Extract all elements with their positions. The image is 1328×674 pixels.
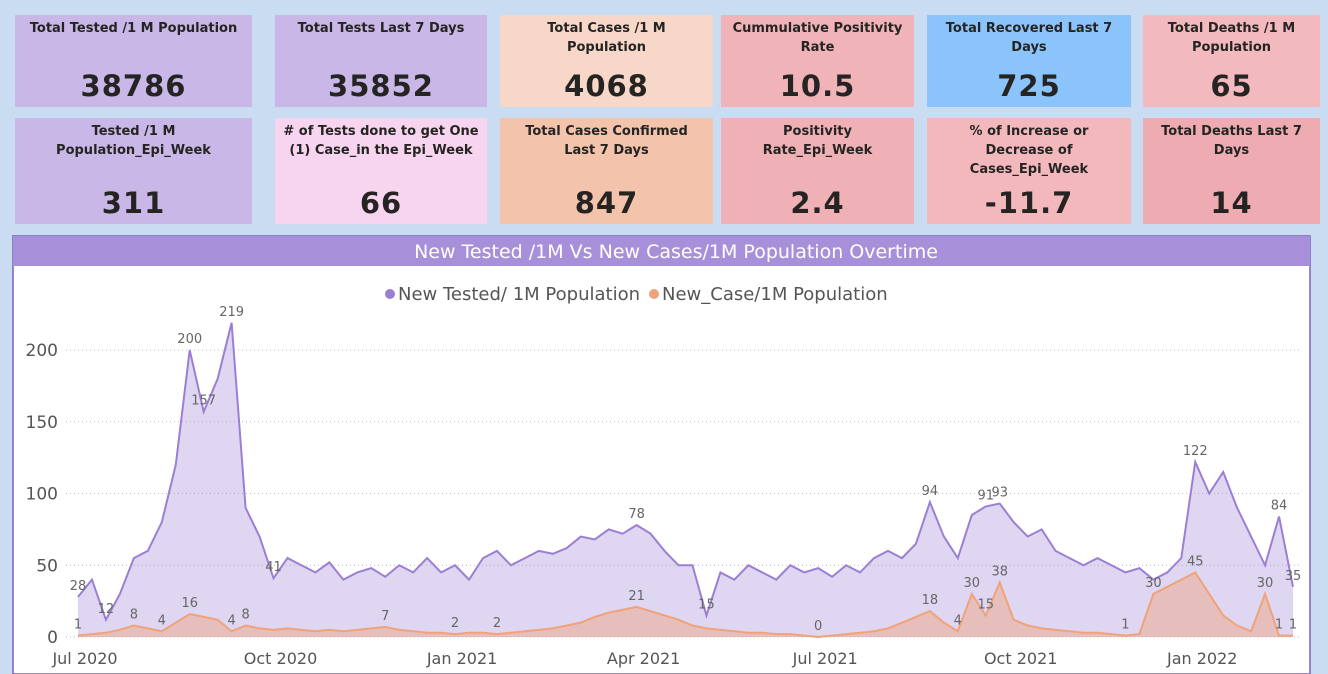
x-tick-label: Apr 2021: [607, 649, 680, 668]
data-label: 78: [628, 507, 645, 522]
x-tick-label: Oct 2020: [244, 649, 317, 668]
data-label: 28: [70, 579, 87, 594]
data-label: 0: [814, 619, 822, 634]
kpi-title: Cummulative Positivity Rate: [732, 21, 903, 55]
data-label: 30: [1257, 576, 1274, 591]
data-label: 219: [219, 305, 244, 320]
data-label: 157: [191, 394, 216, 409]
data-label: 8: [241, 608, 249, 623]
kpi-card: % of Increase or Decrease of Cases_Epi_W…: [927, 118, 1131, 224]
legend-marker: [649, 289, 659, 299]
data-label: 94: [922, 484, 939, 499]
kpi-card: Cummulative Positivity Rate 10.5: [721, 15, 914, 107]
data-label: 1: [1289, 618, 1297, 633]
line: [77, 571, 1293, 639]
kpi-title: Tested /1 M Population_Epi_Week: [56, 124, 211, 158]
kpi-card: Total Cases Confirmed Last 7 Days 847: [500, 118, 713, 224]
x-tick-label: Jul 2021: [792, 649, 858, 668]
kpi-title: % of Increase or Decrease of Cases_Epi_W…: [969, 124, 1089, 177]
data-label: 4: [954, 613, 962, 628]
data-label: 4: [227, 613, 235, 628]
kpi-value: 38786: [80, 69, 187, 103]
kpi-title: Total Recovered Last 7 Days: [945, 21, 1113, 55]
data-label: 1: [74, 618, 82, 633]
kpi-card: Tested /1 M Population_Epi_Week 311: [15, 118, 252, 224]
line: [77, 322, 1294, 623]
x-tick-label: Jul 2020: [51, 649, 117, 668]
kpi-card: Total Deaths Last 7 Days 14: [1143, 118, 1320, 224]
x-tick-label: Jan 2022: [1166, 649, 1237, 668]
y-tick-label: 50: [36, 556, 58, 576]
kpi-value: 311: [101, 186, 166, 220]
kpi-value: 35852: [328, 69, 434, 103]
y-tick-label: 200: [26, 341, 58, 361]
legend-label: New_Case/1M Population: [662, 284, 888, 305]
kpi-value: 14: [1210, 186, 1253, 220]
kpi-title: Total Cases /1 M Population: [547, 21, 666, 55]
kpi-title: Total Deaths Last 7 Days: [1161, 124, 1302, 158]
data-label: 12: [98, 602, 115, 617]
kpi-title: Total Tested /1 M Population: [29, 21, 238, 36]
chart-title: New Tested /1M Vs New Cases/1M Populatio…: [414, 241, 938, 263]
data-label: 30: [1145, 576, 1162, 591]
x-tick-label: Jan 2021: [426, 649, 497, 668]
kpi-value: 66: [359, 186, 403, 220]
legend-marker: [385, 289, 395, 299]
data-label: 41: [265, 560, 282, 575]
data-label: 15: [698, 597, 715, 612]
data-label: 16: [181, 596, 198, 611]
data-label: 38: [991, 564, 1008, 579]
kpi-value: -11.7: [984, 186, 1074, 220]
legend-label: New Tested/ 1M Population: [398, 284, 640, 305]
kpi-title: Total Deaths /1 M Population: [1167, 21, 1296, 55]
area-fill: [78, 572, 1293, 637]
x-tick-label: Oct 2021: [984, 649, 1057, 668]
y-tick-label: 150: [26, 413, 58, 433]
kpi-value: 725: [997, 69, 1061, 103]
kpi-card: Total Recovered Last 7 Days 725: [927, 15, 1131, 107]
data-label: 30: [964, 576, 981, 591]
kpi-card: Total Deaths /1 M Population 65: [1143, 15, 1320, 107]
y-tick-label: 0: [47, 628, 58, 648]
chart-panel: [12, 235, 1311, 674]
kpi-title: Total Cases Confirmed Last 7 Days: [525, 124, 688, 158]
kpi-card: Total Tested /1 M Population 38786: [15, 15, 252, 107]
kpi-card: Positivity Rate_Epi_Week 2.4: [721, 118, 914, 224]
data-label: 91: [977, 488, 994, 503]
data-label: 122: [1183, 444, 1208, 459]
kpi-value: 847: [574, 186, 639, 220]
kpi-title: Total Tests Last 7 Days: [297, 21, 465, 36]
data-label: 84: [1271, 498, 1288, 513]
data-label: 21: [628, 589, 645, 604]
kpi-card: Total Tests Last 7 Days 35852: [275, 15, 487, 107]
data-label: 45: [1187, 554, 1204, 569]
data-label: 1: [1121, 618, 1129, 633]
area-fill: [78, 322, 1293, 637]
kpi-value: 2.4: [790, 186, 845, 220]
data-label: 4: [158, 613, 166, 628]
data-label: 35: [1285, 569, 1302, 584]
kpi-value: 10.5: [779, 69, 856, 103]
data-label: 8: [130, 608, 138, 623]
kpi-title: # of Tests done to get One (1) Case_in t…: [283, 124, 479, 158]
kpi-value: 65: [1210, 69, 1253, 103]
data-label: 1: [1275, 618, 1283, 633]
data-label: 15: [977, 597, 994, 612]
kpi-card: Total Cases /1 M Population 4068: [500, 15, 713, 107]
y-tick-label: 100: [26, 485, 58, 505]
kpi-card: # of Tests done to get One (1) Case_in t…: [275, 118, 487, 224]
data-label: 2: [493, 616, 501, 631]
data-label: 7: [381, 609, 389, 624]
kpi-value: 4068: [564, 69, 649, 103]
data-label: 200: [177, 332, 202, 347]
chart-header: [13, 236, 1310, 266]
data-label: 2: [451, 616, 459, 631]
data-label: 18: [922, 593, 939, 608]
kpi-title: Positivity Rate_Epi_Week: [762, 124, 873, 158]
data-label: 93: [991, 486, 1008, 501]
